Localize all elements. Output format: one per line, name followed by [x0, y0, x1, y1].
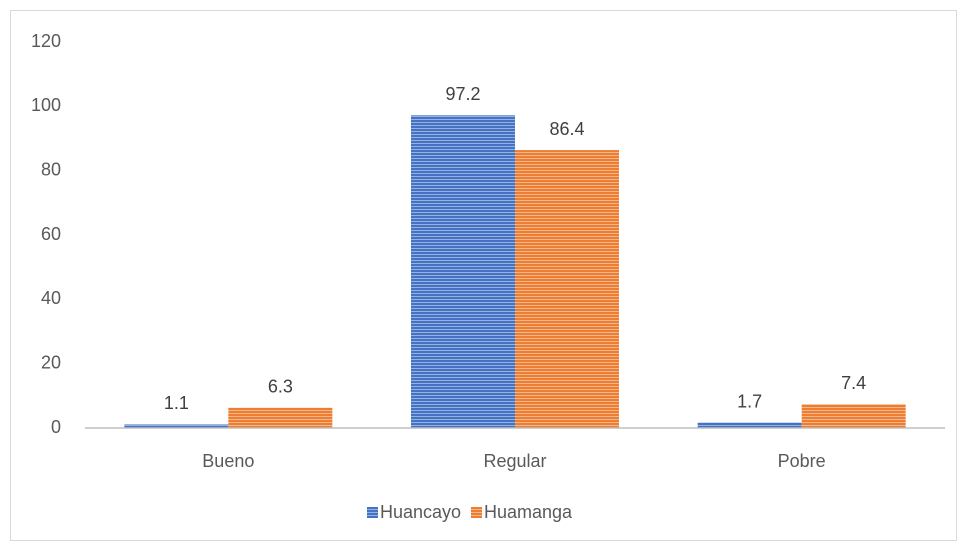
- bar: [228, 407, 333, 428]
- bar: [697, 422, 802, 428]
- y-tick-label: 80: [41, 159, 61, 179]
- bar: [124, 424, 229, 428]
- legend-label: Huamanga: [484, 502, 573, 522]
- data-label: 1.1: [164, 393, 189, 413]
- data-label: 97.2: [445, 84, 480, 104]
- legend-label: Huancayo: [380, 502, 461, 522]
- data-label: 7.4: [841, 373, 866, 393]
- y-tick-label: 40: [41, 288, 61, 308]
- data-label: 1.7: [737, 391, 762, 411]
- legend-swatch: [471, 507, 482, 518]
- y-tick-label: 100: [31, 95, 61, 115]
- bar: [801, 404, 906, 428]
- bar: [515, 150, 619, 428]
- bar: [411, 115, 515, 428]
- legend-swatch: [367, 507, 378, 518]
- y-tick-label: 120: [31, 31, 61, 51]
- x-tick-label: Regular: [483, 451, 546, 471]
- data-label: 86.4: [549, 119, 584, 139]
- y-tick-label: 60: [41, 224, 61, 244]
- y-tick-label: 0: [51, 417, 61, 437]
- data-label: 6.3: [268, 376, 293, 396]
- y-tick-label: 20: [41, 352, 61, 372]
- x-tick-label: Pobre: [778, 451, 826, 471]
- x-tick-label: Bueno: [202, 451, 254, 471]
